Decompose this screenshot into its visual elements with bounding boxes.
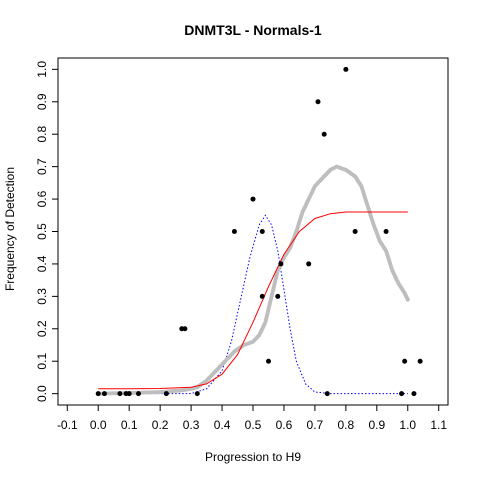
x-tick-label: 0.8 bbox=[338, 418, 355, 432]
data-point bbox=[163, 391, 169, 397]
x-tick-label: 0.5 bbox=[245, 418, 262, 432]
y-tick-label: 0.3 bbox=[35, 288, 49, 305]
data-point bbox=[275, 293, 281, 299]
x-tick-label: 0.0 bbox=[90, 418, 107, 432]
x-tick-label: 1.1 bbox=[430, 418, 447, 432]
data-point bbox=[306, 261, 312, 267]
data-point bbox=[101, 391, 107, 397]
chart-title: DNMT3L - Normals-1 bbox=[184, 22, 322, 38]
y-tick-label: 1.0 bbox=[35, 61, 49, 78]
data-point bbox=[402, 358, 408, 364]
y-tick-label: 0.8 bbox=[35, 126, 49, 143]
y-axis: 0.0 0.1 0.2 0.3 0.4 0.5 0.6 0.7 0.8 0.9 1.0 bbox=[35, 61, 58, 402]
data-point bbox=[411, 391, 417, 397]
logistic-fit bbox=[98, 211, 408, 390]
x-axis: -0.1 0.0 0.1 0.2 0.3 0.4 0.5 0.6 0.7 0.8 0.9 1.0 1.1 bbox=[57, 405, 447, 432]
x-tick-label: 0.6 bbox=[276, 418, 293, 432]
data-point bbox=[265, 358, 271, 364]
data-point bbox=[135, 391, 141, 397]
data-point bbox=[278, 261, 284, 267]
data-point bbox=[259, 293, 265, 299]
data-point bbox=[383, 229, 389, 234]
y-tick-label: 0.1 bbox=[35, 353, 49, 370]
data-point bbox=[417, 358, 423, 364]
density-curve bbox=[98, 214, 408, 395]
plot-frame bbox=[57, 57, 449, 406]
y-tick-label: 0.9 bbox=[35, 93, 49, 110]
y-tick-label: 0.0 bbox=[35, 385, 49, 402]
smoothed-series bbox=[96, 164, 410, 396]
logistic-line bbox=[98, 211, 408, 390]
data-point bbox=[315, 99, 321, 105]
data-point bbox=[324, 391, 330, 397]
y-tick-label: 0.4 bbox=[35, 255, 49, 272]
data-point bbox=[321, 131, 327, 137]
x-tick-label: 0.3 bbox=[183, 418, 200, 432]
x-tick-label: 0.9 bbox=[368, 418, 385, 432]
data-point bbox=[117, 391, 123, 397]
data-point bbox=[343, 66, 349, 72]
x-axis-label: Progression to H9 bbox=[205, 450, 301, 464]
data-point bbox=[182, 326, 188, 332]
data-point bbox=[126, 391, 132, 397]
y-tick-label: 0.2 bbox=[35, 320, 49, 337]
detection-points bbox=[95, 66, 423, 397]
data-point bbox=[231, 229, 237, 234]
data-point bbox=[399, 391, 405, 397]
y-axis-label: Frequency of Detection bbox=[3, 167, 17, 291]
x-tick-label: -0.1 bbox=[57, 418, 78, 432]
data-point bbox=[194, 391, 200, 397]
x-tick-label: 0.1 bbox=[121, 418, 138, 432]
data-point bbox=[352, 229, 358, 234]
y-tick-label: 0.7 bbox=[35, 158, 49, 175]
data-point bbox=[95, 391, 101, 397]
y-tick-label: 0.5 bbox=[35, 223, 49, 240]
y-tick-label: 0.6 bbox=[35, 190, 49, 207]
x-tick-label: 0.4 bbox=[214, 418, 231, 432]
density-line bbox=[98, 214, 408, 395]
x-tick-label: 1.0 bbox=[399, 418, 416, 432]
data-point bbox=[259, 229, 265, 234]
data-point bbox=[250, 196, 256, 202]
x-tick-label: 0.7 bbox=[307, 418, 324, 432]
x-tick-label: 0.2 bbox=[152, 418, 169, 432]
smooth-dot bbox=[405, 297, 410, 302]
